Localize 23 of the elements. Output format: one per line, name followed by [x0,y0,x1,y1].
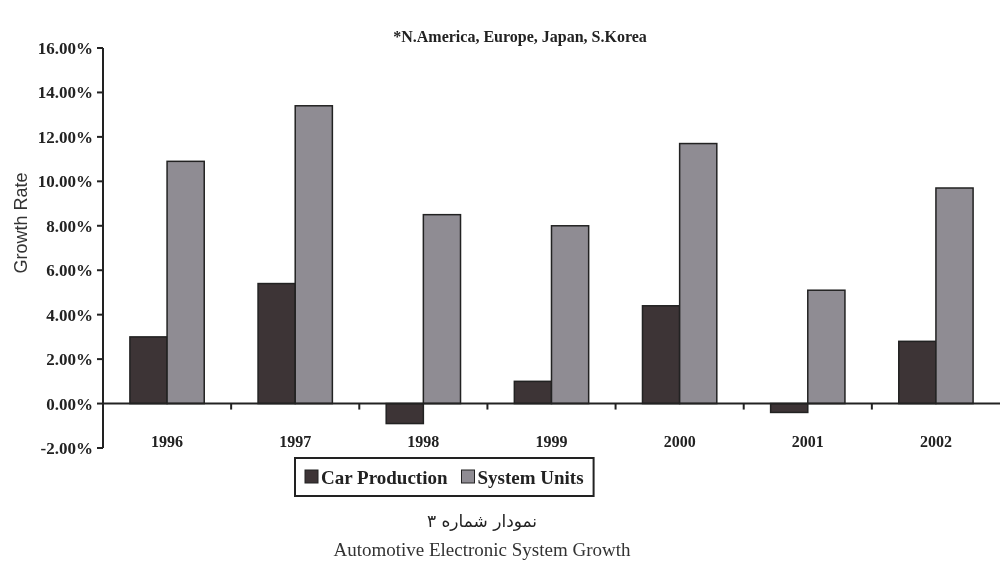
legend-label: Car Production [321,467,448,488]
y-tick-label: 10.00% [37,172,93,192]
x-tick-label: 1999 [535,432,568,450]
text: *N.America, Europe, Japan, S.Korea [393,28,647,46]
x-tick-label: 1996 [151,432,184,450]
text: Automotive Electronic System Growth [333,539,632,560]
x-tick-label: 2001 [791,432,824,450]
y-tick-label: 6.00% [46,261,93,281]
text: نمودار شماره ۳ [426,511,538,531]
y-tick-label: 16.00% [37,39,93,58]
x-tick-label: 2002 [919,432,952,450]
x-tick-label: 2000 [663,432,696,450]
y-tick-label: 4.00% [46,305,93,325]
x-tick-label: 1997 [279,432,312,450]
legend-label: System Units [477,467,584,488]
y-tick-label: -2.00% [40,439,93,458]
y-tick-label: 14.00% [37,83,93,103]
y-tick-label: 2.00% [46,350,93,370]
y-axis-title: Growth Rate [11,172,31,274]
y-tick-label: 0.00% [46,394,93,414]
y-tick-label: 12.00% [37,127,93,147]
x-tick-label: 1998 [407,432,440,450]
y-tick-label: 8.00% [46,216,93,236]
